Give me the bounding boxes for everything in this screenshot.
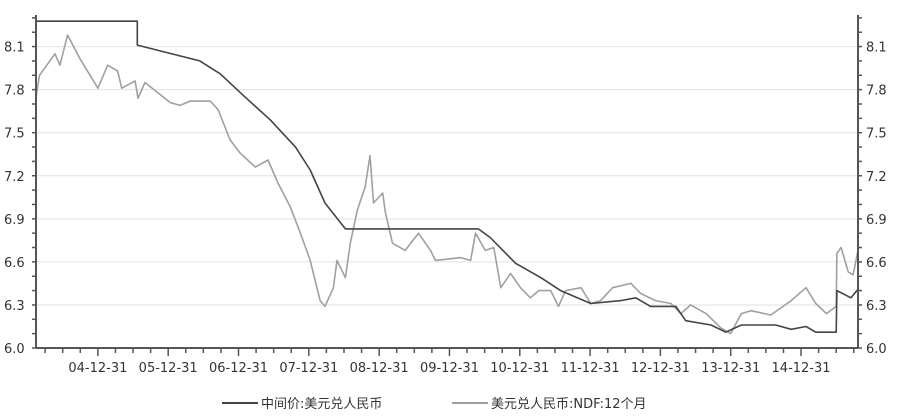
- gridlines: [36, 46, 858, 306]
- y-tick-label-left: 7.8: [4, 84, 25, 99]
- legend: 中间价:美元兑人民币 美元兑人民币:NDF:12个月: [222, 397, 647, 412]
- y-tick-label-left: 6.0: [4, 342, 25, 357]
- x-tick-label: 14-12-31: [772, 361, 831, 376]
- x-tick-label: 07-12-31: [279, 361, 338, 376]
- y-tick-label-right: 6.0: [866, 342, 887, 357]
- series-line-central-parity: [36, 20, 859, 334]
- x-tick-label: 06-12-31: [209, 361, 268, 376]
- legend-label-central-parity: 中间价:美元兑人民币: [261, 397, 382, 412]
- series-line-ndf-12m: [35, 34, 859, 335]
- y-tick-label-right: 6.6: [866, 256, 887, 271]
- x-tick-label: 04-12-31: [68, 361, 127, 376]
- y-tick-label-right: 6.9: [866, 213, 887, 228]
- y-tick-label-left: 7.5: [4, 127, 25, 142]
- x-tick-label: 11-12-31: [561, 361, 620, 376]
- y-tick-label-left: 6.9: [4, 213, 25, 228]
- x-tick-label: 13-12-31: [701, 361, 760, 376]
- x-tick-label: 10-12-31: [490, 361, 549, 376]
- y-tick-label-right: 8.1: [866, 41, 887, 56]
- y-tick-label-left: 6.3: [4, 299, 25, 314]
- x-tick-label: 12-12-31: [631, 361, 690, 376]
- y-tick-label-right: 6.3: [866, 299, 887, 314]
- y-tick-label-left: 8.1: [4, 41, 25, 56]
- x-tick-label: 08-12-31: [350, 361, 409, 376]
- y-tick-label-right: 7.8: [866, 84, 887, 99]
- x-tick-label: 05-12-31: [139, 361, 198, 376]
- x-tick-label: 09-12-31: [420, 361, 479, 376]
- y-tick-label-left: 7.2: [4, 170, 25, 185]
- series-lines: [35, 20, 859, 335]
- axes: 6.0 6.0 6.3 6.3 6.6 6.6 6.9 6.9 7.2 7.2 7.5 7.5 7.8 7…: [4, 15, 887, 376]
- legend-label-ndf-12m: 美元兑人民币:NDF:12个月: [491, 397, 647, 412]
- y-tick-label-right: 7.5: [866, 127, 887, 142]
- y-tick-label-right: 7.2: [866, 170, 887, 185]
- y-tick-label-left: 6.6: [4, 256, 25, 271]
